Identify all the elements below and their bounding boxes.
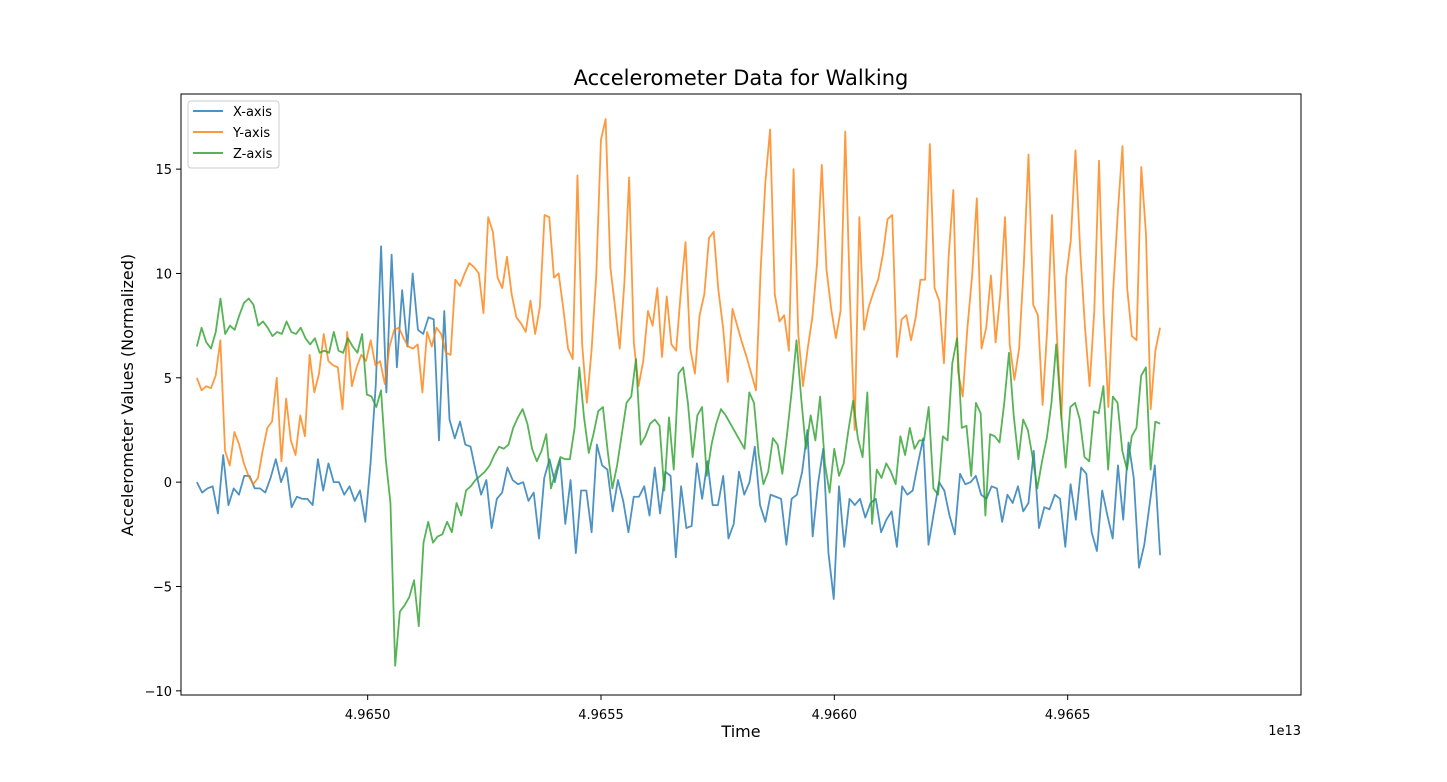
plot-frame: [180, 93, 1302, 696]
y-axis-ticks: −10 −5 0 5 10 15: [145, 163, 181, 700]
y-tick-label: 5: [164, 372, 172, 387]
legend-label-y: Y-axis: [232, 126, 270, 141]
series-lines: [195, 118, 1161, 667]
x-axis-ticks: 4.9650 4.9655 4.9660 4.9665: [345, 695, 1091, 723]
legend-label-z: Z-axis: [233, 147, 273, 162]
x-tick-label: 4.9655: [578, 708, 624, 723]
chart-title: Accelerometer Data for Walking: [574, 66, 909, 90]
y-tick-label: −10: [145, 685, 172, 700]
x-tick-label: 4.9665: [1045, 708, 1091, 723]
x-axis-title: Time: [720, 722, 760, 741]
y-tick-label: 15: [155, 163, 172, 178]
y-tick-label: 10: [155, 267, 172, 282]
legend-label-x: X-axis: [233, 105, 272, 120]
series-line-y-axis: [196, 118, 1161, 486]
series-line-z-axis: [195, 297, 1161, 667]
legend: X-axis Y-axis Z-axis: [187, 100, 280, 169]
x-tick-label: 4.9650: [345, 708, 391, 723]
x-axis-offset-text: 1e13: [1268, 724, 1301, 739]
x-tick-label: 4.9660: [812, 708, 858, 723]
y-axis-title: Accelerometer Values (Normalized): [118, 254, 137, 536]
series-line-x-axis: [196, 245, 1161, 600]
legend-box: [187, 100, 280, 169]
y-tick-label: −5: [153, 580, 172, 595]
y-tick-label: 0: [164, 476, 172, 491]
